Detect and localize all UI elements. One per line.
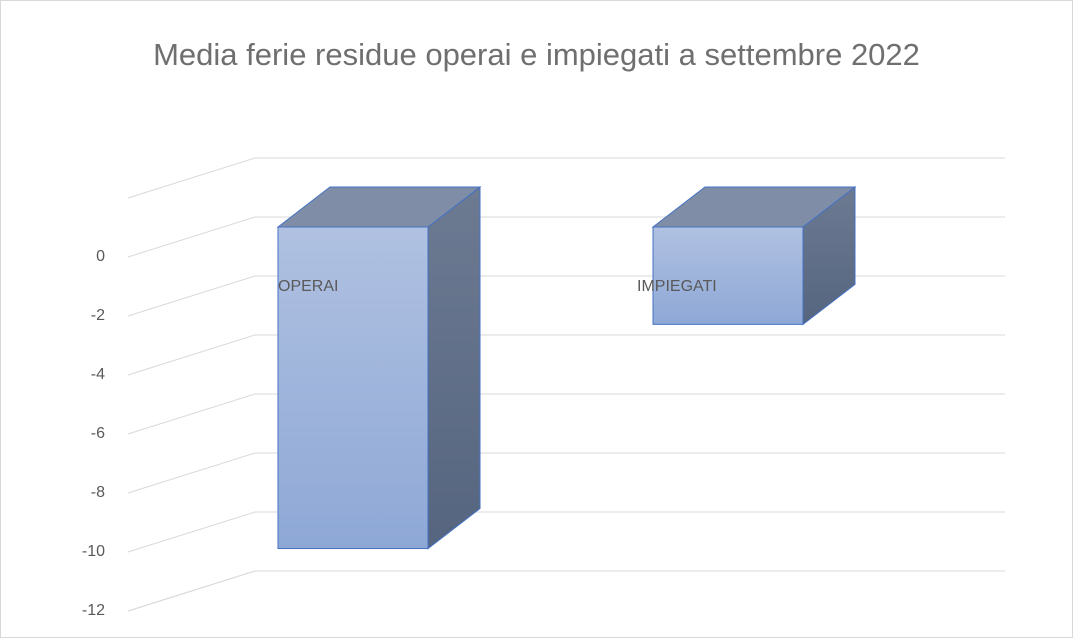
grid-line xyxy=(127,334,1005,376)
y-tick-label: -10 xyxy=(82,543,105,560)
y-tick-label: -2 xyxy=(91,307,105,324)
bar xyxy=(651,185,857,326)
wall-edge xyxy=(127,570,1005,612)
wall-edge xyxy=(127,157,1005,199)
y-tick-label: -4 xyxy=(91,366,105,383)
grid-line xyxy=(127,216,1005,258)
bar-side xyxy=(427,185,481,550)
y-tick-label: -6 xyxy=(91,425,105,442)
data-label: OPERAI xyxy=(278,278,338,295)
bar xyxy=(276,185,482,550)
grid-line xyxy=(127,570,1005,612)
grid-line xyxy=(127,511,1005,553)
bar-front xyxy=(277,226,429,550)
y-tick-label: -12 xyxy=(82,602,105,619)
bar-front xyxy=(652,226,804,325)
grid-line xyxy=(127,393,1005,435)
y-tick-label: 0 xyxy=(96,248,105,265)
chart-title: Media ferie residue operai e impiegati a… xyxy=(153,37,920,72)
grid-line xyxy=(127,275,1005,317)
grid-line xyxy=(127,452,1005,494)
data-label: IMPIEGATI xyxy=(637,278,717,295)
y-tick-label: -8 xyxy=(91,484,105,501)
